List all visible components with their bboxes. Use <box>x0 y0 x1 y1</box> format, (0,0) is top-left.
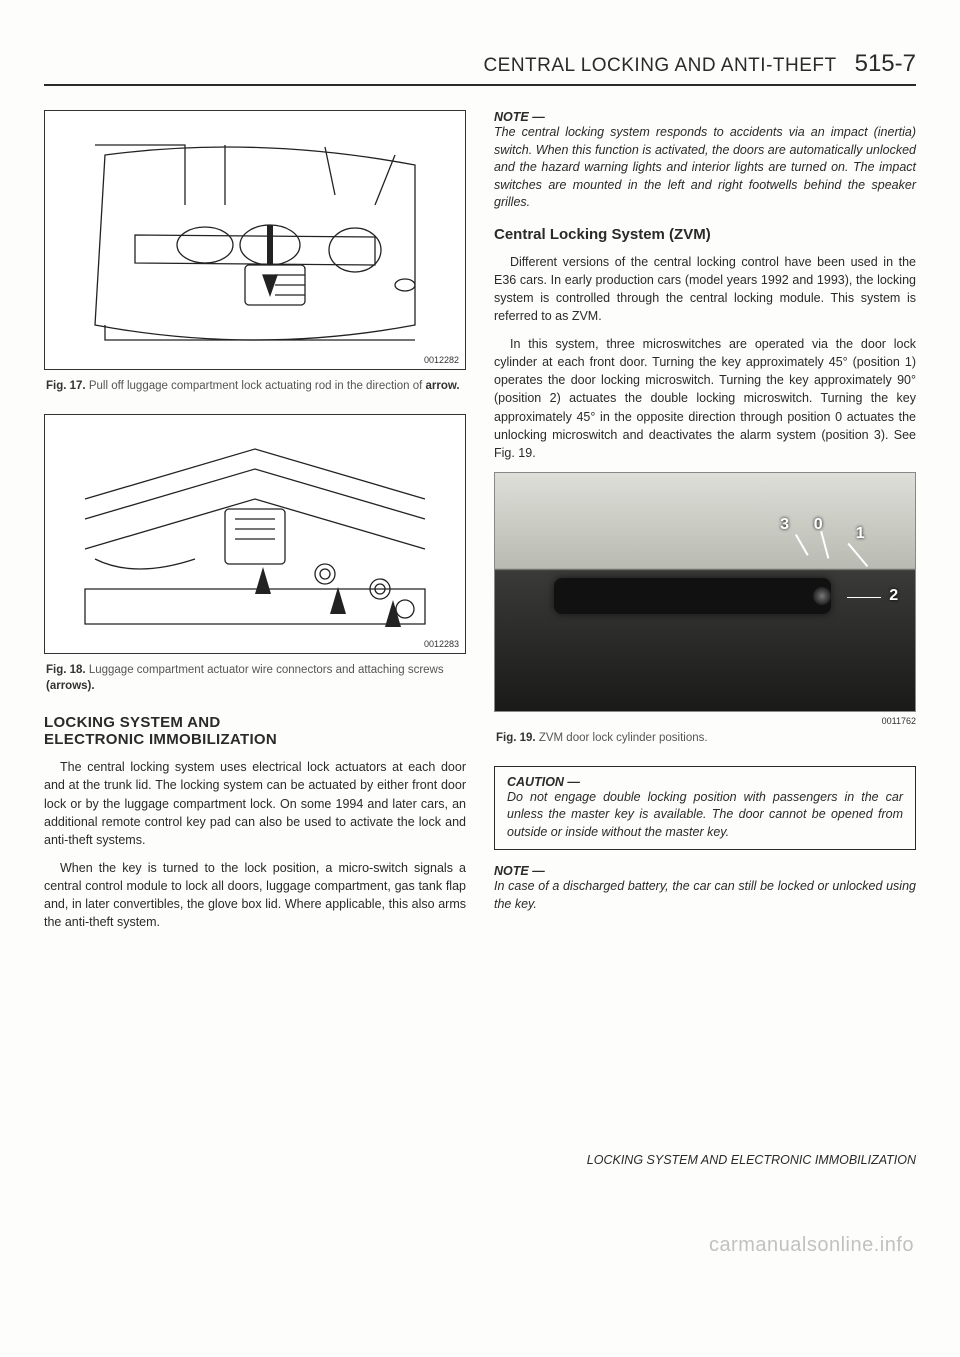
left-column: 0012282 Fig. 17. Pull off luggage compar… <box>44 110 466 941</box>
fig17-text: Pull off luggage compartment lock actuat… <box>89 380 426 392</box>
callout-line <box>796 534 809 556</box>
watermark: carmanualsonline.info <box>709 1234 914 1257</box>
callout-line <box>821 531 830 558</box>
caution-box: CAUTION — Do not engage double locking p… <box>494 766 916 851</box>
note2-head: NOTE — <box>494 864 916 878</box>
note-1: NOTE — The central locking system respon… <box>494 110 916 212</box>
door-handle <box>554 578 831 614</box>
callout-line <box>847 597 881 599</box>
figure-17-svg <box>75 125 435 355</box>
figure-17-caption: Fig. 17. Pull off luggage compartment lo… <box>44 378 466 394</box>
callout-line <box>848 543 868 567</box>
figure-19-id: 0011762 <box>494 716 916 726</box>
photo-label-2: 2 <box>889 587 898 605</box>
figure-17: 0012282 <box>44 110 466 370</box>
section-line2: ELECTRONIC IMMOBILIZATION <box>44 731 277 748</box>
left-para-2: When the key is turned to the lock posit… <box>44 859 466 932</box>
right-para-1: Different versions of the central lockin… <box>494 253 916 326</box>
note2-body: In case of a discharged battery, the car… <box>494 878 916 913</box>
figure-18-svg <box>75 429 435 639</box>
keyhole-icon <box>813 587 831 605</box>
caution-head: CAUTION — <box>507 775 903 789</box>
header-title: CENTRAL LOCKING AND ANTI-THEFT <box>483 55 836 77</box>
page-footer: LOCKING SYSTEM AND ELECTRONIC IMMOBILIZA… <box>587 1153 916 1167</box>
content-columns: 0012282 Fig. 17. Pull off luggage compar… <box>44 110 916 941</box>
figure-19-photo: 3 0 1 2 <box>494 472 916 712</box>
right-column: NOTE — The central locking system respon… <box>494 110 916 941</box>
section-heading: LOCKING SYSTEM AND ELECTRONIC IMMOBILIZA… <box>44 714 466 748</box>
figure-18-caption: Fig. 18. Luggage compartment actuator wi… <box>44 662 466 694</box>
fig17-bold: arrow. <box>426 380 460 392</box>
figure-17-id: 0012282 <box>424 355 459 365</box>
fig18-text: Luggage compartment actuator wire connec… <box>89 664 444 676</box>
section-line1: LOCKING SYSTEM AND <box>44 714 221 731</box>
figure-18-id: 0012283 <box>424 639 459 649</box>
fig17-lead: Fig. 17. <box>46 380 86 392</box>
note-2: NOTE — In case of a discharged battery, … <box>494 864 916 913</box>
page-header: CENTRAL LOCKING AND ANTI-THEFT 515-7 <box>44 50 916 86</box>
caution-body: Do not engage double locking position wi… <box>507 789 903 842</box>
note1-body: The central locking system responds to a… <box>494 124 916 212</box>
note1-head: NOTE — <box>494 110 916 124</box>
photo-label-1: 1 <box>856 525 865 543</box>
right-para-2: In this system, three microswitches are … <box>494 335 916 462</box>
left-para-1: The central locking system uses electric… <box>44 758 466 849</box>
fig18-bold: (arrows). <box>46 680 95 692</box>
fig18-lead: Fig. 18. <box>46 664 86 676</box>
photo-label-3: 3 <box>780 516 789 534</box>
zvm-heading: Central Locking System (ZVM) <box>494 226 916 243</box>
figure-19-caption: Fig. 19. ZVM door lock cylinder position… <box>494 730 916 746</box>
figure-18: 0012283 <box>44 414 466 654</box>
fig19-text: ZVM door lock cylinder positions. <box>539 732 708 744</box>
header-page-number: 515-7 <box>855 50 916 78</box>
fig19-lead: Fig. 19. <box>496 732 536 744</box>
